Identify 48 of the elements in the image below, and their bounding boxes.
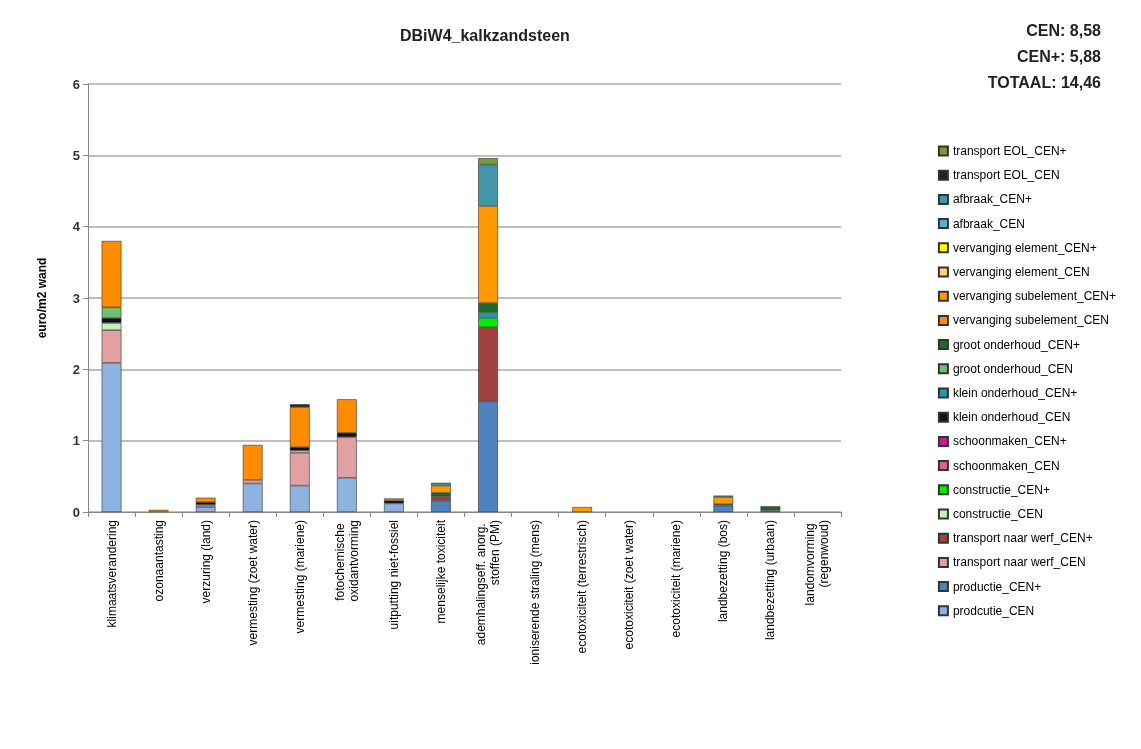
x-tick-label: ecotoxiciteit (zoet water) [622, 520, 637, 650]
x-tick-label: verzuring (land) [198, 520, 213, 604]
legend-label: transport naar werf_CEN+ [952, 531, 1093, 546]
x-tick-label: menselijke toxiciteit [433, 519, 448, 624]
legend-label: groot onderhoud_CEN [952, 361, 1073, 376]
legend-label: afbraak_CEN [952, 216, 1025, 231]
legend-label: transport EOL_CEN [952, 168, 1060, 183]
legend-label: vervanging subelement_CEN [952, 313, 1109, 328]
legend-label: transport naar werf_CEN [952, 555, 1086, 570]
x-tick-label: fotochemische oxidantvorming [332, 520, 361, 602]
legend-label: schoonmaken_CEN [952, 458, 1060, 473]
y-tick-label: 0 [72, 504, 80, 520]
y-tick-label: 6 [72, 76, 80, 92]
x-tick-label: landbezetting (urbaan) [763, 520, 778, 641]
y-axis-title: euro/m2 wand [35, 257, 49, 339]
legend-label: transport EOL_CEN+ [952, 144, 1067, 158]
x-tick-label: vermesting (mariene) [292, 520, 307, 634]
x-tick-label: vermesting (zoet water) [245, 520, 260, 646]
legend-label: afbraak_CEN+ [952, 192, 1032, 207]
legend-label: vervanging subelement_CEN+ [952, 289, 1117, 304]
y-tick-label: 1 [72, 433, 80, 449]
legend-label: klein onderhoud_CEN+ [952, 386, 1078, 400]
y-tick-label: 5 [72, 147, 80, 163]
legend-label: constructie_CEN+ [952, 482, 1050, 497]
x-tick-label: klimaatsverandering [104, 520, 119, 628]
x-tick-label: landbezetting (bos) [716, 520, 731, 623]
legend-label: constructie_CEN [952, 507, 1043, 521]
x-tick-label: ioniserende straling (mens) [528, 520, 543, 665]
legend-label: klein onderhoud_CEN [952, 410, 1071, 425]
x-tick-label: ecotoxiciteit (mariene) [669, 520, 684, 638]
text: CEN: 8,58 [1026, 21, 1102, 39]
x-tick-label: landomvorming (regenwoud) [803, 520, 832, 606]
x-tick-label: ozonaantasting [151, 520, 166, 602]
text: CEN+: 5,88 [1016, 47, 1102, 65]
legend-label: productie_CEN+ [952, 579, 1042, 594]
legend-label: prodcutie_CEN [952, 603, 1035, 618]
text: TOTAAL: 14,46 [987, 73, 1102, 91]
legend-label: vervanging element_CEN [952, 265, 1090, 279]
y-tick-label: 4 [72, 219, 81, 235]
legend-label: vervanging element_CEN+ [952, 240, 1097, 255]
y-tick-label: 3 [72, 290, 80, 306]
x-tick-label: uitputting niet-fossiel [386, 520, 401, 630]
legend-label: schoonmaken_CEN+ [952, 434, 1067, 449]
x-tick-label: ecotoxiciteit (terrestrisch) [575, 520, 590, 654]
y-tick-label: 2 [72, 361, 80, 377]
chart-title: DBiW4_kalkzandsteen [400, 26, 570, 44]
legend-label: groot onderhoud_CEN+ [952, 337, 1080, 352]
x-tick-label: ademhalingseff. anorg. stoffen (PM) [474, 520, 503, 646]
